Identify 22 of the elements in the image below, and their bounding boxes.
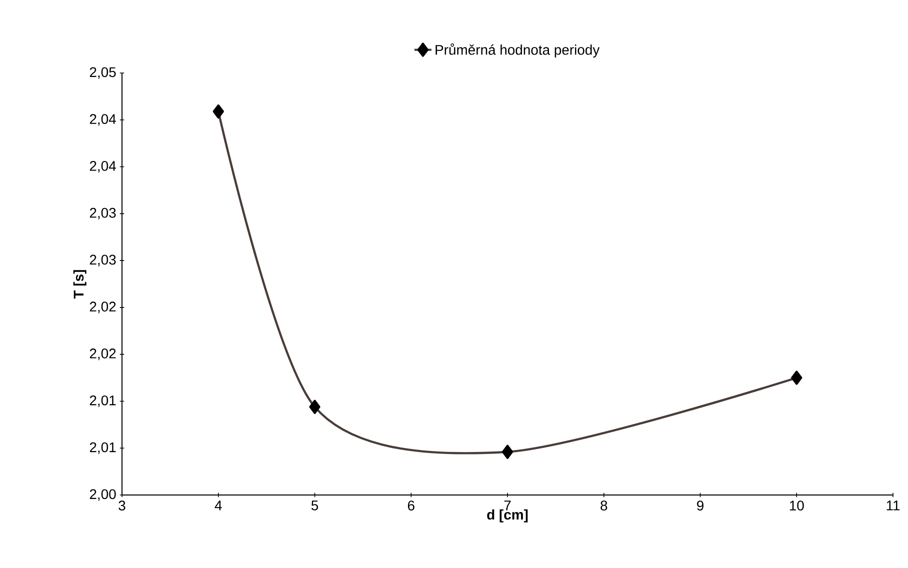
y-axis-title: T [s] xyxy=(73,270,86,299)
x-axis-title: d [cm] xyxy=(487,509,528,522)
y-tick-label: 2,04 xyxy=(90,161,116,173)
x-tick-label: 10 xyxy=(790,500,804,511)
y-tick-label: 2,05 xyxy=(90,67,116,79)
x-tick-label: 5 xyxy=(311,500,318,510)
y-tick-label: 2,00 xyxy=(90,489,116,501)
x-tick-label: 8 xyxy=(600,500,608,511)
x-tick-label: 7 xyxy=(504,500,511,510)
y-tick-label: 2,01 xyxy=(90,442,116,454)
x-tick-label: 6 xyxy=(408,500,414,511)
x-tick-label: 11 xyxy=(886,500,900,510)
y-tick-label: 2,02 xyxy=(90,348,116,360)
y-tick-label: 2,03 xyxy=(90,208,116,220)
y-tick-label: 2,03 xyxy=(90,254,116,266)
x-tick-label: 9 xyxy=(697,500,704,511)
y-tick-label: 2,01 xyxy=(90,395,116,407)
x-tick-label: 3 xyxy=(118,500,126,511)
y-tick-label: 2,04 xyxy=(90,114,116,126)
y-tick-label: 2,02 xyxy=(90,302,116,314)
legend-label: Průměrná hodnota periody xyxy=(436,43,600,58)
x-tick-label: 4 xyxy=(214,500,222,510)
